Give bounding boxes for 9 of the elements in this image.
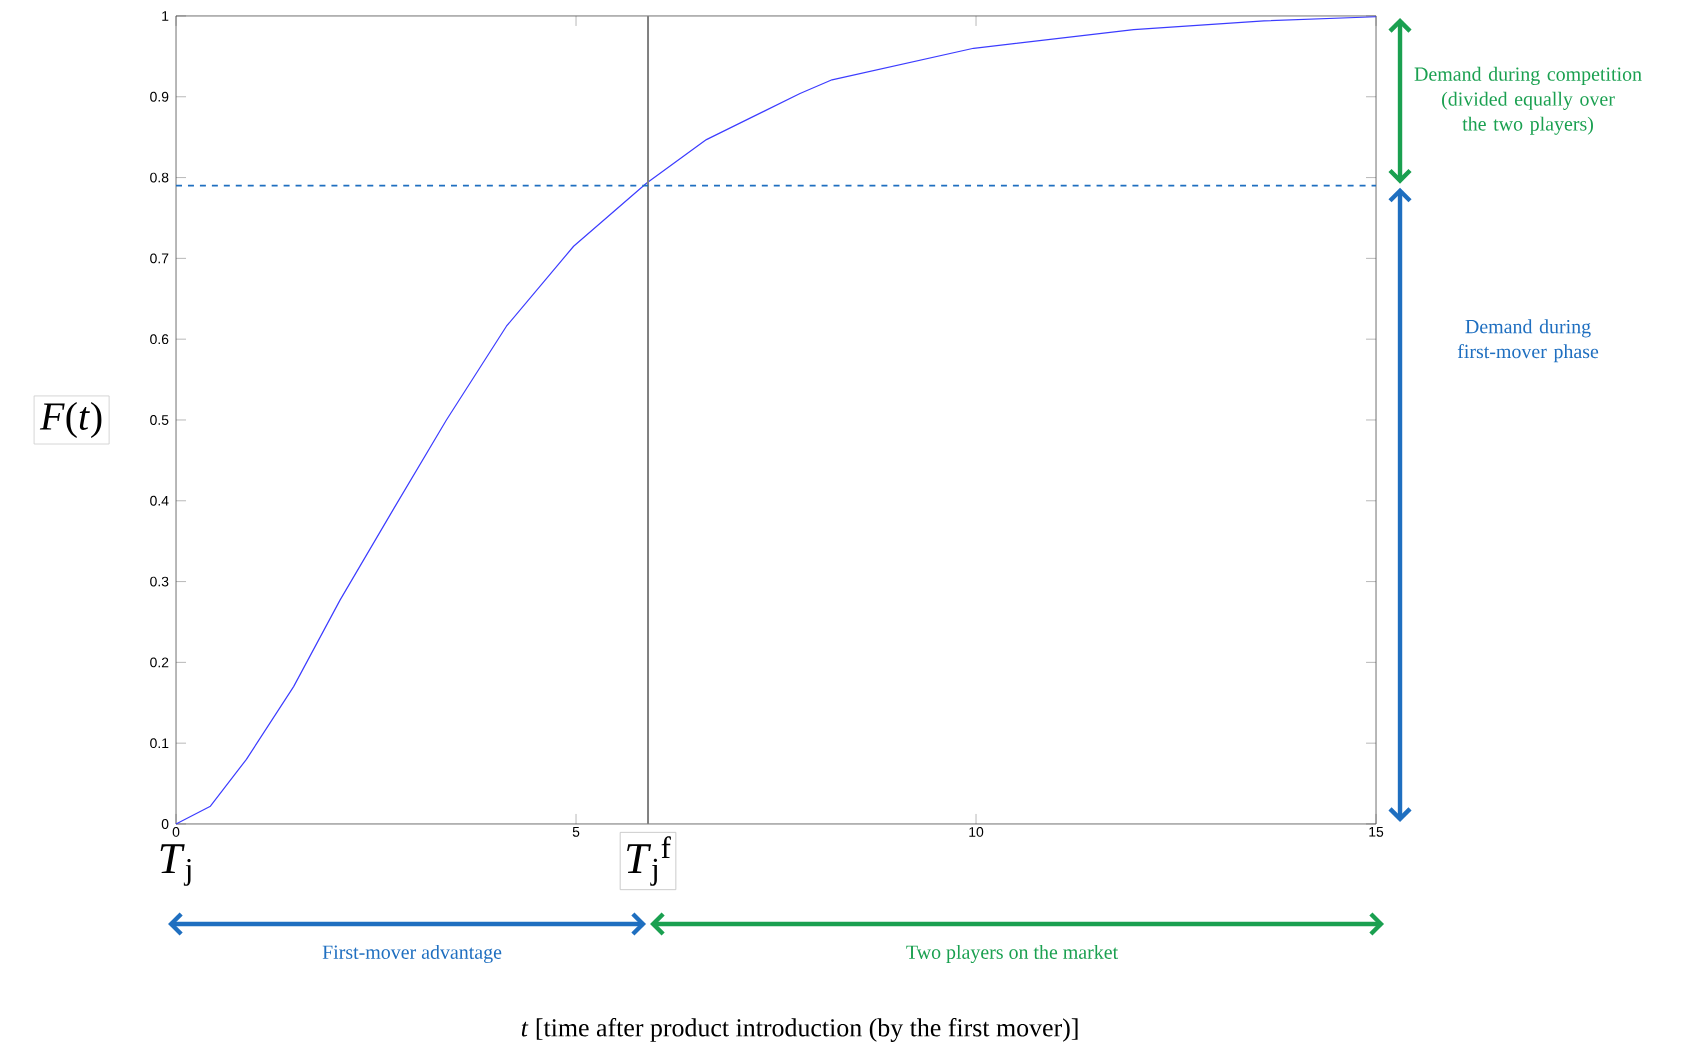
- text: First-mover advantage: [322, 944, 502, 964]
- text: Demand during first-mover phase: [1457, 319, 1599, 363]
- text: Two players on the market: [906, 944, 1119, 964]
- line-series: [175, 16, 1377, 825]
- text: Demand during competition (divided equally over the two players): [1414, 66, 1642, 135]
- text: t [time after product introduction (by the first mover)]: [521, 1018, 1078, 1042]
- ref-line-label: T$_{j}$f: [627, 836, 671, 886]
- text: T$_{j}$: [160, 844, 191, 886]
- y-axis-title: F(t): [39, 401, 102, 439]
